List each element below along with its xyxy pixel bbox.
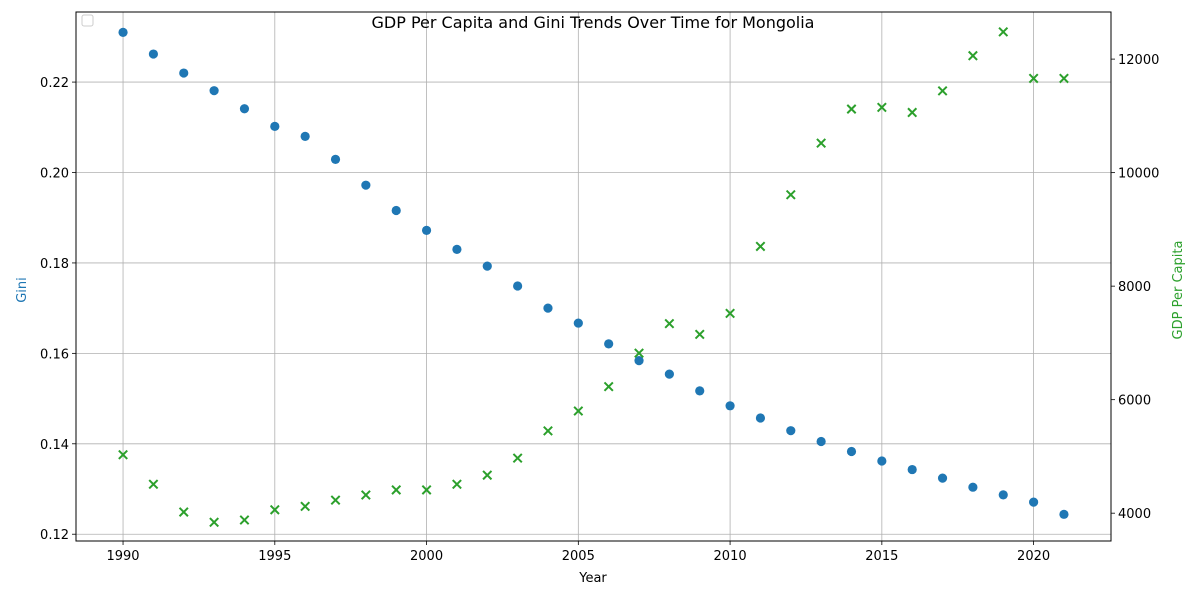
gdp-point — [360, 490, 371, 500]
gdp-point — [482, 470, 493, 481]
x-tick-label: 2010 — [714, 549, 747, 564]
gdp-point — [269, 504, 280, 515]
gini-point — [1059, 509, 1069, 519]
left-y-tick-label: 0.12 — [40, 528, 69, 543]
gdp-point — [300, 501, 311, 512]
grid-lines — [76, 12, 1111, 541]
right-y-tick-label: 6000 — [1118, 394, 1151, 409]
gdp-per-capita-series — [118, 26, 1069, 528]
gini-point — [1029, 497, 1039, 507]
gdp-point — [573, 406, 584, 416]
gdp-point — [998, 26, 1009, 37]
right-y-tick-label: 12000 — [1118, 53, 1159, 68]
gdp-point — [452, 479, 462, 490]
gdp-point — [634, 348, 644, 359]
x-axis-ticks: 1990 1995 2000 2005 2010 2015 2020 — [106, 541, 1050, 564]
gini-point — [270, 121, 280, 131]
gini-point — [573, 318, 583, 328]
gini-point — [179, 68, 189, 78]
gini-series — [118, 27, 1069, 519]
gdp-point — [937, 85, 948, 96]
left-y-tick-label: 0.18 — [40, 257, 69, 272]
x-tick-label: 1995 — [258, 549, 291, 564]
gini-point — [513, 281, 523, 291]
gdp-point — [512, 453, 523, 464]
gini-point — [755, 413, 766, 423]
gdp-point — [209, 517, 220, 528]
gdp-point — [876, 102, 887, 113]
x-tick-label: 2020 — [1017, 549, 1050, 564]
gdp-point — [178, 507, 189, 517]
gini-point — [361, 180, 371, 190]
gdp-point — [391, 485, 402, 495]
legend-box — [81, 14, 94, 27]
gini-point — [664, 369, 674, 379]
x-axis-label: Year — [578, 571, 607, 586]
gini-point — [695, 386, 705, 396]
left-y-tick-label: 0.16 — [40, 347, 69, 362]
gini-point — [330, 154, 341, 164]
right-y-tick-label: 10000 — [1118, 167, 1159, 182]
gdp-point — [1059, 73, 1069, 84]
x-tick-label: 2005 — [562, 549, 595, 564]
gini-point — [391, 205, 401, 216]
right-y-tick-label: 8000 — [1118, 280, 1151, 295]
gdp-point — [543, 425, 553, 436]
x-tick-label: 2000 — [410, 549, 443, 564]
left-y-tick-label: 0.22 — [40, 76, 69, 91]
gdp-point — [664, 318, 675, 329]
gini-point — [543, 303, 553, 313]
gini-point — [846, 446, 857, 457]
left-y-tick-label: 0.14 — [40, 438, 69, 453]
x-tick-label: 2015 — [865, 549, 898, 564]
gini-point — [118, 27, 128, 37]
gdp-point — [725, 308, 735, 319]
gdp-point — [846, 104, 857, 114]
gdp-point — [239, 515, 250, 525]
gini-point — [907, 464, 917, 475]
gini-point — [148, 49, 158, 59]
right-y-tick-label: 4000 — [1118, 507, 1151, 522]
gini-point — [300, 131, 310, 141]
gini-point — [482, 261, 492, 271]
x-tick-label: 1990 — [106, 549, 139, 564]
gdp-point — [967, 50, 978, 61]
gini-point — [937, 473, 948, 483]
chart-title: GDP Per Capita and Gini Trends Over Time… — [372, 13, 815, 32]
left-y-tick-label: 0.20 — [40, 167, 69, 182]
left-y-axis-ticks: 0.12 0.14 0.16 0.18 0.20 0.22 — [40, 76, 76, 543]
gini-point — [239, 104, 250, 114]
gdp-point — [785, 189, 796, 200]
gini-point — [786, 426, 796, 436]
gdp-point — [1028, 73, 1039, 84]
gini-point — [421, 225, 432, 235]
right-y-axis-ticks: 4000 6000 8000 10000 12000 — [1111, 53, 1159, 522]
gini-point — [209, 86, 219, 96]
gini-point — [998, 490, 1008, 500]
gini-point — [816, 436, 826, 447]
gini-point — [725, 401, 735, 411]
gdp-point — [755, 241, 766, 252]
left-y-axis-label: Gini — [15, 277, 30, 303]
gini-point — [452, 244, 462, 254]
gdp-point — [694, 329, 705, 340]
gini-point — [604, 339, 614, 349]
gdp-point — [421, 485, 432, 495]
gini-point — [634, 355, 644, 366]
gdp-point — [148, 479, 159, 490]
gdp-point — [816, 138, 827, 149]
gdp-point — [907, 107, 918, 118]
gdp-point — [118, 449, 128, 460]
gdp-point — [603, 381, 614, 392]
gdp-point — [330, 495, 341, 506]
plot-area-frame — [75, 11, 1112, 542]
gini-point — [968, 482, 978, 492]
right-y-axis-label: GDP Per Capita — [1171, 241, 1186, 340]
gini-point — [877, 456, 887, 466]
